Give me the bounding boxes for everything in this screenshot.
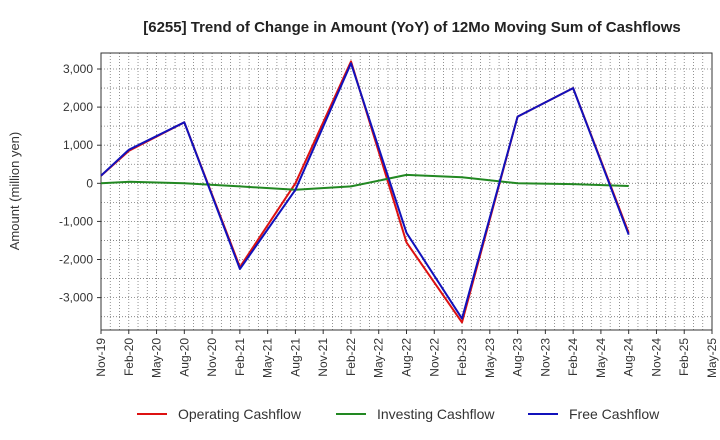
legend-label-free-cashflow: Free Cashflow xyxy=(569,406,660,422)
x-tick-label: Aug-24 xyxy=(622,338,636,377)
x-tick-label: Nov-20 xyxy=(205,338,219,377)
x-tick-label: Nov-19 xyxy=(94,338,108,377)
y-tick-label: -3,000 xyxy=(59,291,93,305)
y-axis-label: Amount (million yen) xyxy=(7,132,22,251)
grid xyxy=(100,53,713,330)
x-tick-label: May-22 xyxy=(372,338,386,378)
y-tick-label: 0 xyxy=(86,176,93,190)
y-tick-label: 1,000 xyxy=(63,138,93,152)
x-tick-label: Nov-24 xyxy=(649,338,663,377)
series-line-investing-cashflow xyxy=(100,173,629,191)
x-tick-label: Aug-20 xyxy=(177,338,191,377)
x-tick-label: Feb-20 xyxy=(122,338,136,376)
x-tick-label: Nov-23 xyxy=(538,338,552,377)
legend-label-operating-cashflow: Operating Cashflow xyxy=(178,406,302,422)
chart-title: [6255] Trend of Change in Amount (YoY) o… xyxy=(143,19,681,36)
x-tick-label: May-20 xyxy=(150,338,164,378)
y-tick-label: -1,000 xyxy=(59,214,93,228)
series-line-free-cashflow xyxy=(100,62,630,320)
x-tick-label: Feb-23 xyxy=(455,338,469,376)
y-axis-ticks: 3,000 2,000 1,000 0 -1,000 -2,000 -3,000 xyxy=(59,62,101,305)
x-tick-label: Aug-21 xyxy=(288,338,302,377)
legend-label-investing-cashflow: Investing Cashflow xyxy=(377,406,495,422)
x-tick-label: May-21 xyxy=(261,338,275,378)
x-tick-label: Aug-23 xyxy=(511,338,525,377)
x-tick-label: Feb-21 xyxy=(233,338,247,376)
y-tick-label: 2,000 xyxy=(63,100,93,114)
x-tick-label: Feb-25 xyxy=(677,338,691,376)
legend: Operating Cashflow Investing Cashflow Free… xyxy=(137,406,660,422)
x-tick-label: May-23 xyxy=(483,338,497,378)
series-lines xyxy=(100,60,630,324)
y-tick-label: -2,000 xyxy=(59,253,93,267)
y-tick-label: 3,000 xyxy=(63,62,93,76)
x-tick-label: Nov-21 xyxy=(316,338,330,377)
x-tick-label: Feb-22 xyxy=(344,338,358,376)
x-tick-label: Feb-24 xyxy=(566,338,580,376)
x-tick-label: Aug-22 xyxy=(400,338,414,377)
x-tick-label: May-24 xyxy=(594,338,608,378)
x-axis-ticks: Nov-19 Feb-20 May-20 Aug-20 Nov-20 Feb-21 May-… xyxy=(94,330,719,378)
x-tick-label: May-25 xyxy=(705,338,719,378)
x-tick-label: Nov-22 xyxy=(427,338,441,377)
